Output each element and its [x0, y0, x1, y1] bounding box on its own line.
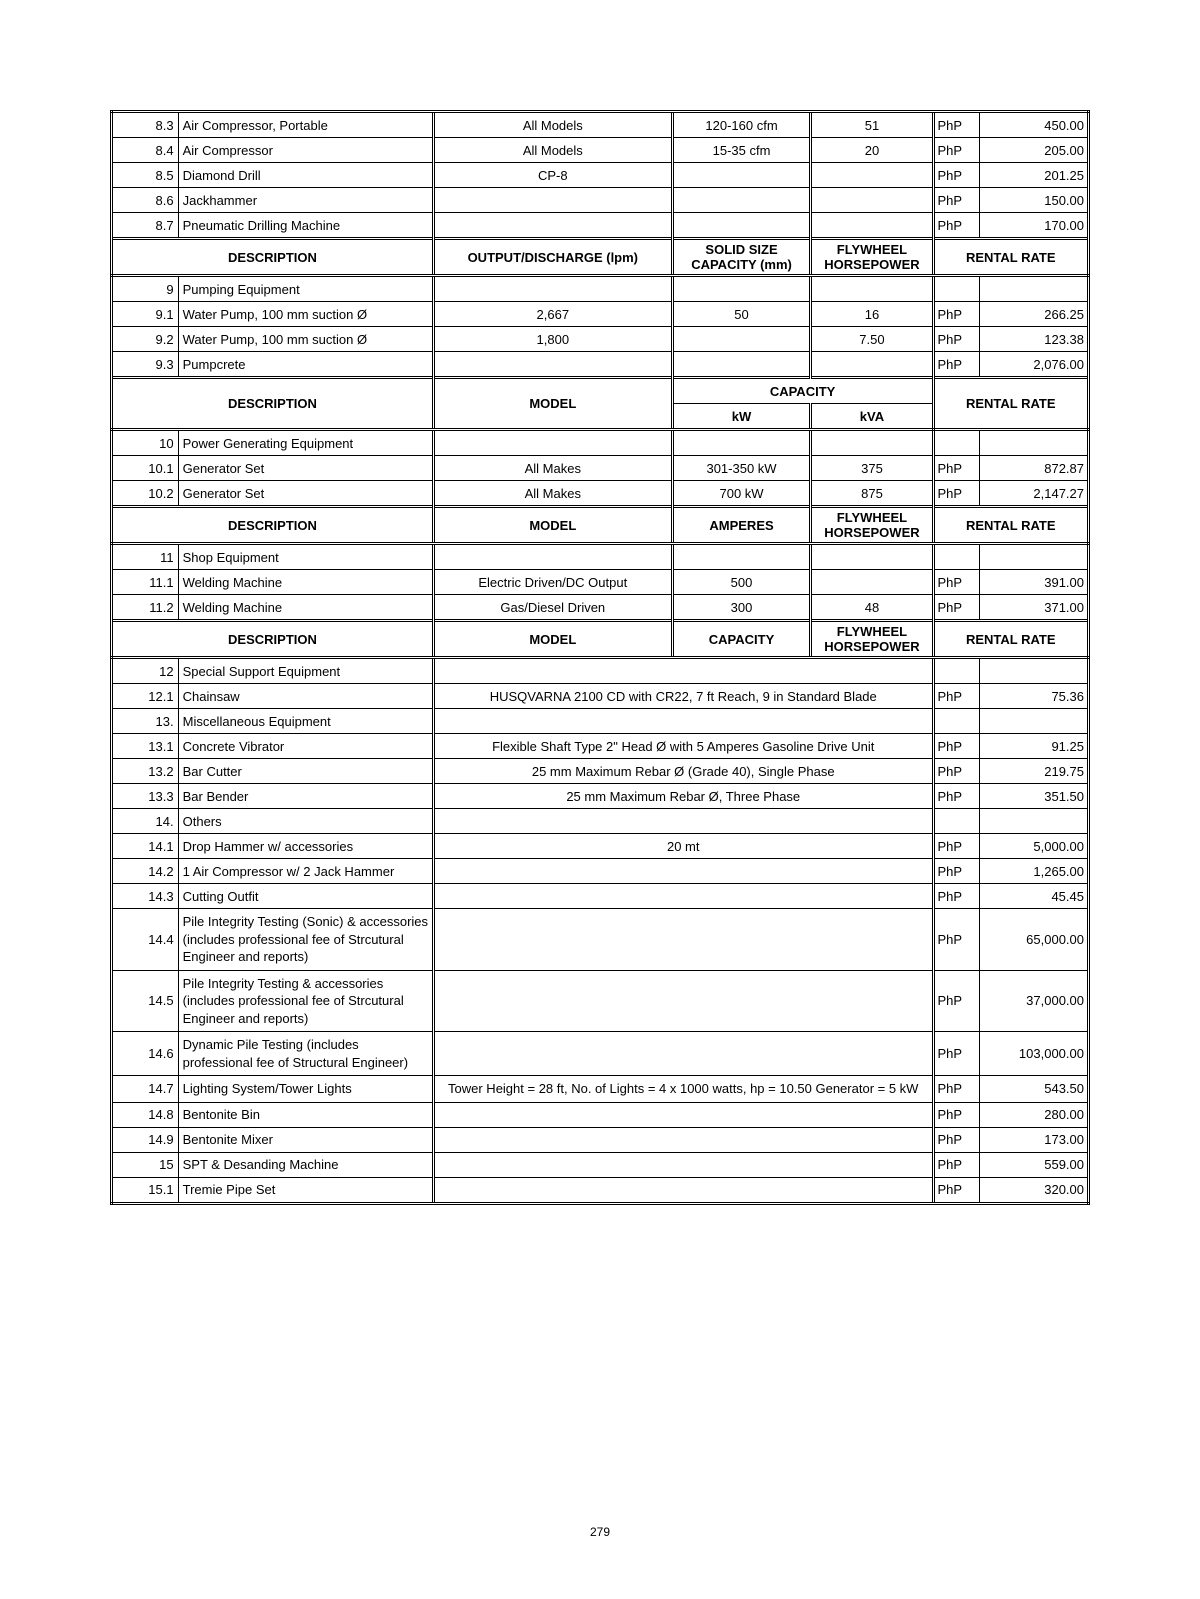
- page-number: 279: [110, 1525, 1090, 1539]
- equipment-table: 8.3 Air Compressor, Portable All Models …: [110, 110, 1090, 1205]
